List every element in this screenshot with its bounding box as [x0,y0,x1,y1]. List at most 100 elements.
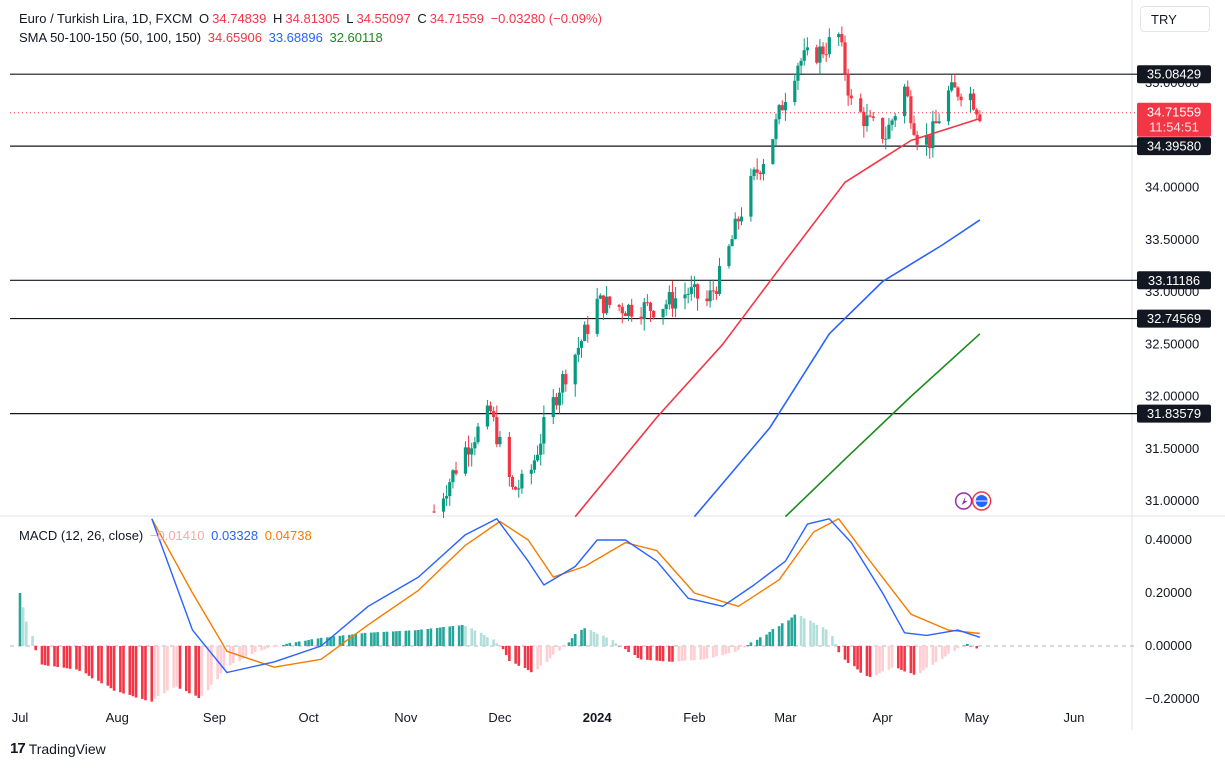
macd-hist-bar [153,646,157,699]
macd-hist-bar [856,646,859,670]
symbol-title[interactable]: Euro / Turkish Lira, 1D, FXCM [19,11,193,26]
candle-body [476,426,480,443]
macd-histogram [18,593,979,702]
macd-hist-bar [112,646,116,691]
high-value: 34.81305 [285,11,340,26]
candle-body [579,341,584,348]
macd-hist-bar [843,646,847,660]
globe-icon [971,491,992,511]
price-tick-label: 32.50000 [1145,336,1199,351]
macd-hist-bar [846,646,850,663]
macd-hist-bar [21,607,25,646]
candle-body [733,218,737,240]
time-tick-label: Oct [298,710,319,725]
macd-hist-bar [495,643,499,646]
macd-hist-bar [166,646,169,691]
macd-hist-bar [837,646,841,653]
candle-body [821,46,825,55]
macd-hist-bar [162,646,166,694]
candle-body [884,138,888,140]
open-label: O [199,11,210,26]
candle-body [667,292,671,305]
price-tick-label: 31.50000 [1145,441,1199,456]
macd-hist-bar [765,634,768,646]
macd-hist-bar [232,646,235,664]
candle-body [510,476,515,488]
macd-hist-bar [90,646,94,679]
macd-hist-bar [523,646,527,668]
macd-hist-bar [486,637,489,646]
macd-hist-bar [413,630,417,646]
candle-body [535,454,540,461]
macd-hist-bar [228,646,232,666]
level-label: 33.11186 [1148,273,1200,288]
candle-body [583,324,587,342]
macd-hist-bar [743,646,746,648]
macd-hist-bar [605,637,608,646]
candle-body [661,309,665,318]
countdown-label: 11:54:51 [1149,120,1199,135]
close-label: C [417,11,427,26]
indicator-icons[interactable] [954,491,992,511]
macd-hist-bar [391,631,395,646]
candle-body [576,347,580,355]
macd-hist-bar [461,625,464,646]
macd-label[interactable]: MACD (12, 26, close) [19,528,144,543]
macd-hist-bar [821,627,825,646]
macd-hist-bar [702,646,706,660]
macd-tick-label: −0.20000 [1145,691,1200,706]
macd-hist-bar [925,646,928,668]
candle-body [466,447,471,455]
ohlc-legend: Euro / Turkish Lira, 1D, FXCM O 34.74839 … [19,11,605,26]
macd-hist-bar [31,635,34,646]
macd-hist-bar [53,646,56,667]
macd-hist-bar [940,646,944,660]
price-tick-label: 32.00000 [1145,389,1199,404]
candle-body [529,469,533,474]
macd-hist-bar [188,646,191,694]
macd-hist-bar [329,636,332,646]
macd-hist-bar [122,646,125,694]
candle-body [488,405,493,412]
price-tick-label: 31.00000 [1145,493,1199,508]
candle-body [730,239,734,247]
level-label: 32.74569 [1147,311,1201,326]
macd-tick-label: 0.40000 [1145,532,1192,547]
macd-hist-bar [853,646,856,667]
candle-body [799,60,803,66]
macd-hist-bar [768,631,772,646]
candle-body [451,470,455,483]
axes: 31.0000031.5000032.0000032.5000033.00000… [12,75,1200,725]
macd-hist-bar [777,626,781,646]
macd-hist-bar [338,635,342,646]
candle-body [557,392,562,406]
macd-hist-bar [799,616,803,646]
sma150-value: 32.60118 [329,30,383,45]
candle-body [495,417,499,445]
candle-body [796,65,800,81]
sma150-line [784,333,981,518]
tradingview-brand[interactable]: 17 TradingView [10,740,106,757]
candle-body [793,80,797,103]
candle-body [598,295,602,299]
macd-hist-bar [793,614,797,646]
currency-button[interactable]: TRY [1140,6,1210,32]
macd-hist-bar [787,620,790,646]
low-value: 34.55097 [356,11,411,26]
macd-hist-bar [771,629,775,646]
candle-body [648,302,653,311]
macd-hist-bar [482,634,486,646]
macd-tick-label: 0.20000 [1145,585,1192,600]
macd-hist-bar [602,635,605,646]
sma-label[interactable]: SMA 50-100-150 (50, 100, 150) [19,30,202,45]
macd-hist-bar [570,638,574,646]
macd-hist-bar [56,646,59,668]
macd-hist-bar [348,634,351,646]
macd-hist-bar [451,626,455,646]
macd-hist-bar [890,646,894,668]
macd-hist-bar [40,646,44,665]
price-labels: 35.08429 34.39580 33.11186 32.74569 31.83579… [1137,65,1211,423]
candle-body [924,135,929,145]
grid-lines [0,0,1225,730]
